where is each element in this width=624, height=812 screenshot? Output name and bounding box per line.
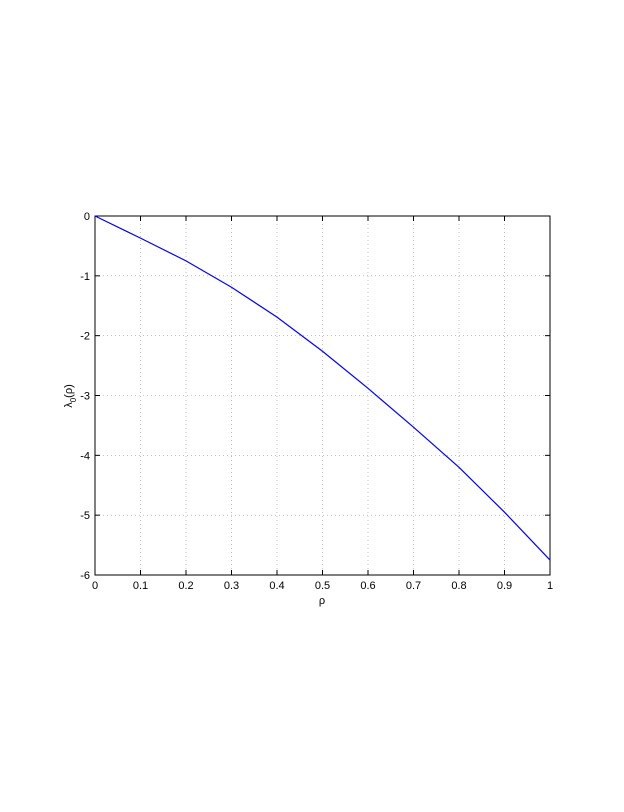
x-tick-label: 0.6 [360,580,375,592]
y-tick-label: -2 [80,331,90,343]
y-label-argument: (ρ) [63,384,75,398]
y-tick-label: 0 [84,211,90,223]
y-label-base: λ [63,402,75,408]
y-tick-label: -5 [80,510,90,522]
x-tick-label: 0.1 [133,580,148,592]
x-tick-label: 0.4 [269,580,284,592]
x-tick-label: 0.3 [224,580,239,592]
y-axis-label: λ0(ρ) [63,384,78,408]
x-tick-label: 0.8 [451,580,466,592]
x-tick-label: 0.5 [315,580,330,592]
y-tick-label: -3 [80,391,90,403]
data-line [94,215,551,561]
y-tick-label: -6 [80,570,90,582]
y-tick-label: -4 [80,450,90,462]
x-tick-label: 0 [92,580,98,592]
x-tick-label: 0.9 [497,580,512,592]
axes-box [94,215,551,576]
x-tick-label: 0.7 [406,580,421,592]
plot-area [95,216,550,575]
x-tick-label: 0.2 [178,580,193,592]
y-tick-label: -1 [80,271,90,283]
x-tick-label: 1 [547,580,553,592]
x-axis-label: ρ [319,595,325,607]
y-label-subscript: 0 [69,397,78,402]
